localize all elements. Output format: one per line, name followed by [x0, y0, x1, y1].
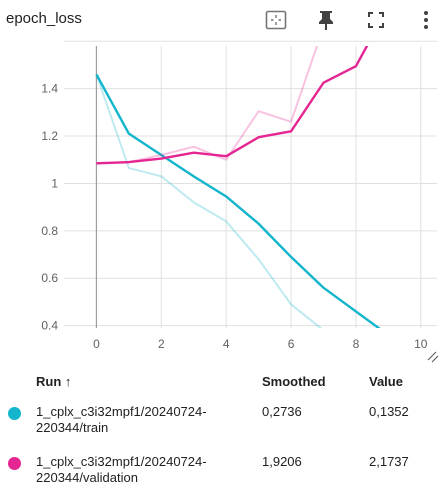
fullscreen-icon: [368, 12, 384, 28]
smoothed-column-header: Smoothed: [262, 374, 326, 389]
y-tick-label: 0.6: [41, 271, 58, 285]
run-name-line: 1_cplx_c3i32mpf1/20240724-: [36, 404, 207, 419]
y-tick-label: 0.8: [41, 224, 58, 238]
y-tick-label: 1.2: [41, 129, 58, 143]
x-tick-label: 4: [223, 337, 230, 351]
x-tick-label: 0: [93, 337, 100, 351]
chart-title: epoch_loss: [6, 10, 82, 27]
more-vert-icon: [424, 11, 428, 29]
run-color-dot: [8, 457, 21, 470]
x-tick-label: 8: [353, 337, 360, 351]
fullscreen-button[interactable]: [362, 6, 390, 34]
fit-domain-icon: [265, 10, 287, 30]
raw-value: 2,1737: [369, 454, 409, 469]
pin-icon: [319, 11, 333, 30]
smoothed-value: 1,9206: [262, 454, 302, 469]
raw-value: 0,1352: [369, 404, 409, 419]
y-tick-label: 1: [51, 176, 58, 190]
x-tick-label: 10: [414, 337, 428, 351]
run-name-line: 220344/validation: [36, 470, 138, 485]
run-name: 1_cplx_c3i32mpf1/20240724- 220344/valida…: [36, 454, 258, 486]
run-name-line: 220344/train: [36, 420, 109, 435]
run-name: 1_cplx_c3i32mpf1/20240724- 220344/train: [36, 404, 258, 436]
series-line-raw: [95, 74, 323, 328]
smoothed-value: 0,2736: [262, 404, 302, 419]
series-line-smoothed: [96, 46, 369, 165]
more-options-button[interactable]: [412, 6, 440, 34]
fit-domain-button[interactable]: [262, 6, 290, 34]
table-row[interactable]: 1_cplx_c3i32mpf1/20240724- 220344/train …: [0, 402, 441, 442]
x-tick-label: 2: [158, 337, 165, 351]
line-chart[interactable]: 0 2 4 6 8 10 0.4 0.6 0.8 1 1.2 1.4: [0, 40, 441, 370]
run-name-line: 1_cplx_c3i32mpf1/20240724-: [36, 454, 207, 469]
y-tick-label: 1.4: [41, 82, 58, 96]
y-tick-label: 0.4: [41, 319, 58, 333]
run-color-dot: [8, 407, 21, 420]
value-column-header: Value: [369, 374, 403, 389]
pin-button[interactable]: [312, 6, 340, 34]
x-tick-label: 6: [288, 337, 295, 351]
resize-handle-icon: [427, 351, 439, 363]
series-line-smoothed: [95, 73, 381, 328]
table-row[interactable]: 1_cplx_c3i32mpf1/20240724- 220344/valida…: [0, 452, 441, 492]
run-column-header[interactable]: Run ↑: [36, 374, 72, 389]
series-line-raw: [96, 46, 319, 165]
chart-header: epoch_loss: [0, 0, 441, 40]
